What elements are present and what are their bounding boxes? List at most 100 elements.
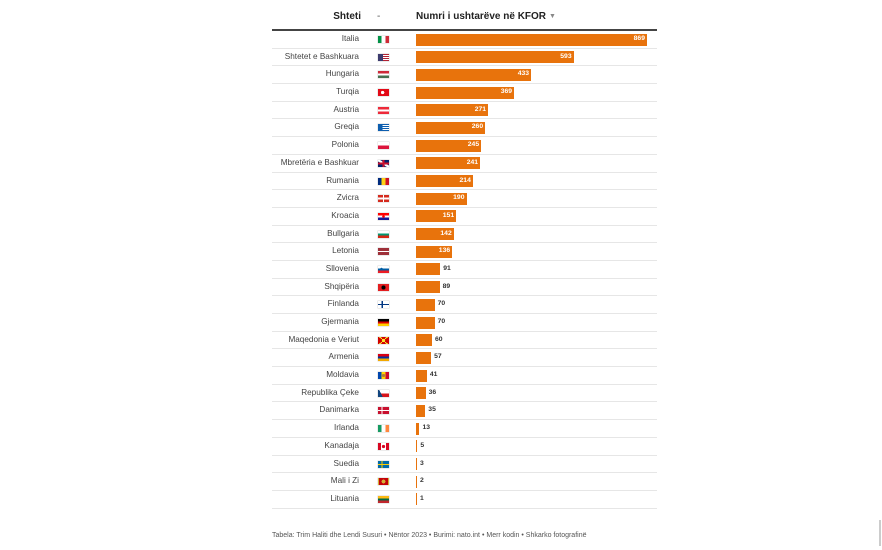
- table-row: Bullgaria 142: [272, 226, 657, 244]
- value-bar: [416, 121, 486, 134]
- country-name: Hungaria: [325, 69, 359, 79]
- switzerland-flag-icon: [378, 195, 389, 203]
- value-bar: [416, 493, 417, 506]
- country-name: Turqia: [336, 87, 359, 97]
- value-label: 3: [420, 459, 424, 467]
- germany-flag-icon: [378, 319, 389, 326]
- value-bar: [416, 440, 418, 453]
- country-name: Republika Çeke: [301, 387, 359, 397]
- table-row: Danimarka 35: [272, 402, 657, 421]
- table-row: Italia 869: [272, 31, 657, 49]
- country-name: Kanadaja: [324, 440, 359, 450]
- country-name: Italia: [341, 34, 359, 43]
- value-label: 57: [434, 353, 442, 361]
- value-bar: [416, 51, 574, 64]
- table-row: Suedia 3: [272, 456, 657, 474]
- value-label: 35: [428, 406, 436, 414]
- table-row: Turqia 369: [272, 84, 657, 102]
- value-label: 70: [437, 300, 446, 308]
- montenegro-flag-icon: [378, 478, 389, 486]
- country-name: Finlanda: [327, 299, 359, 309]
- uk-flag-icon: [378, 159, 389, 167]
- hungary-flag-icon: [378, 71, 389, 79]
- table-row: Armenia 57: [272, 349, 657, 368]
- value-label: 60: [434, 335, 443, 343]
- source-footer: Tabela: Trim Haliti dhe Lendi Susuri • N…: [272, 532, 586, 539]
- value-label: 241: [466, 158, 479, 166]
- sweden-flag-icon: [378, 460, 389, 468]
- country-column-header[interactable]: Shteti: [333, 11, 361, 22]
- sort-descending-icon: ▼: [549, 13, 556, 20]
- country-name: Rumania: [326, 175, 359, 185]
- get-code-link[interactable]: Merr kodin: [486, 532, 520, 539]
- country-name: Mbretëria e Bashkuar: [280, 157, 359, 167]
- table-body: Italia 869 Shtetet e Bashkuara 593 Hungaria 4…: [272, 31, 657, 509]
- value-label: 271: [474, 105, 487, 113]
- country-name: Suedia: [333, 458, 360, 468]
- north-macedonia-flag-icon: [378, 336, 389, 344]
- value-bar: [416, 33, 647, 46]
- value-bar: [416, 228, 454, 241]
- value-label: 190: [453, 194, 465, 202]
- country-name: Austria: [333, 104, 359, 114]
- country-name: Armenia: [328, 352, 360, 362]
- value-bar: [416, 157, 481, 170]
- value-label: 1: [420, 494, 424, 502]
- country-name: Shqipëria: [324, 281, 359, 291]
- table-row: Republika Çeke 36: [272, 385, 657, 403]
- value-label: 91: [443, 264, 451, 272]
- footer-separator: •: [519, 532, 526, 539]
- value-label: 36: [428, 388, 437, 396]
- table-row: Moldavia 41: [272, 367, 657, 385]
- slovenia-flag-icon: [378, 265, 389, 273]
- value-bar: [416, 175, 473, 187]
- armenia-flag-icon: [378, 354, 389, 362]
- value-bar: [416, 192, 467, 205]
- value-label: 214: [459, 176, 471, 184]
- austria-flag-icon: [378, 106, 389, 114]
- albania-flag-icon: [378, 283, 389, 291]
- moldova-flag-icon: [378, 372, 389, 380]
- value-column-header[interactable]: Numri i ushtarëve në KFOR ▼: [416, 11, 556, 22]
- value-label: 245: [467, 141, 480, 149]
- denmark-flag-icon: [378, 407, 389, 415]
- value-label: 869: [633, 35, 645, 42]
- table-row: Hungaria 433: [272, 66, 657, 85]
- table-row: Mali i Zi 2: [272, 473, 657, 491]
- poland-flag-icon: [378, 142, 389, 150]
- value-bar: [416, 422, 420, 435]
- value-bar: [416, 210, 457, 223]
- canada-flag-icon: [378, 442, 389, 450]
- lithuania-flag-icon: [378, 495, 389, 503]
- flag-column-header[interactable]: -: [377, 11, 381, 22]
- finland-flag-icon: [378, 301, 389, 309]
- table-row: Gjermania 70: [272, 314, 657, 332]
- table-row: Rumania 214: [272, 173, 657, 191]
- table-row: Mbretëria e Bashkuar 241: [272, 155, 657, 173]
- country-name: Moldavia: [326, 370, 359, 380]
- value-bar: [416, 86, 515, 99]
- value-label: 5: [420, 441, 425, 449]
- country-name: Zvicra: [336, 193, 359, 203]
- value-bar: [416, 298, 435, 311]
- value-bar: [416, 245, 453, 258]
- country-name: Mali i Zi: [330, 476, 359, 486]
- scrollbar[interactable]: [879, 520, 881, 546]
- download-image-link[interactable]: Shkarko fotografinë: [525, 532, 587, 539]
- country-name: Shtetet e Bashkuara: [284, 51, 359, 61]
- value-bar: [416, 316, 435, 329]
- value-bar: [416, 387, 426, 400]
- value-label: 593: [560, 52, 572, 60]
- greece-flag-icon: [378, 124, 389, 132]
- table-row: Zvicra 190: [272, 190, 657, 208]
- country-name: Maqedonia e Veriut: [288, 334, 359, 344]
- value-bar: [416, 458, 417, 470]
- value-label: 41: [429, 371, 438, 379]
- value-bar: [416, 475, 417, 488]
- value-column-label: Numri i ushtarëve në KFOR: [416, 11, 547, 22]
- value-label: 260: [471, 123, 484, 131]
- value-label: 369: [500, 88, 513, 96]
- table-row: Austria 271: [272, 102, 657, 120]
- table-row: Polonia 245: [272, 137, 657, 155]
- table-row: Irlanda 13: [272, 420, 657, 438]
